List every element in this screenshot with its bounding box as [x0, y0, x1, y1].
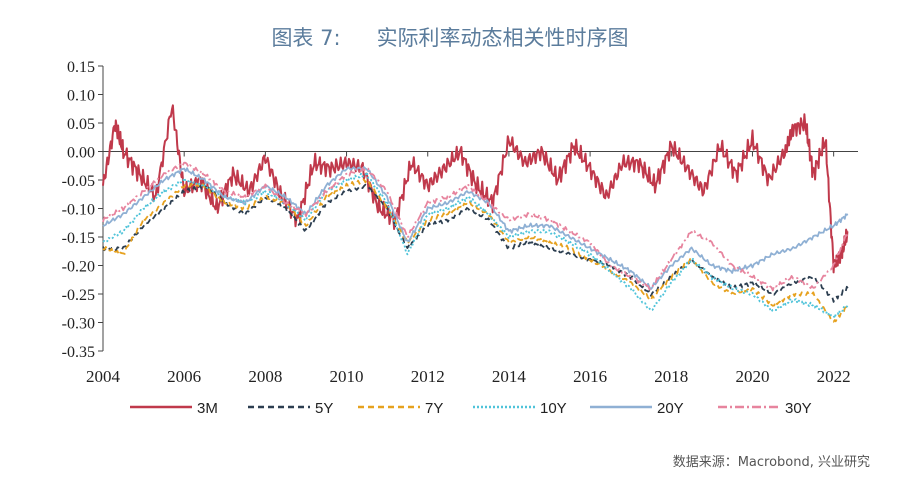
y-tick-label: -0.20: [62, 259, 95, 276]
y-tick-label: 0.05: [67, 116, 95, 133]
y-axis: 0.15 0.10 0.05 0.00 -0.05 -0.10 -0.15 -0.20 -0.2…: [62, 59, 104, 361]
y-tick-label: 0.10: [67, 88, 95, 105]
chart-title-label: 图表 7:: [271, 26, 341, 50]
y-tick-label: -0.25: [62, 287, 95, 304]
legend-label-7y: 7Y: [425, 400, 443, 417]
x-tick-label: 2004: [86, 367, 121, 386]
x-tick-label: 2020: [735, 367, 769, 386]
x-tick-label: 2010: [330, 367, 364, 386]
legend-label-3m: 3M: [197, 400, 218, 417]
x-tick-label: 2022: [817, 367, 851, 386]
y-tick-label: 0.00: [67, 145, 95, 162]
x-tick-label: 2012: [411, 367, 445, 386]
x-tick-label: 2006: [167, 367, 201, 386]
y-tick-label: -0.30: [62, 316, 95, 333]
source-note: 数据来源：Macrobond, 兴业研究: [672, 455, 870, 470]
series-line-30y: [102, 161, 849, 292]
legend-label-20y: 20Y: [657, 400, 684, 417]
series-line-7y: [102, 178, 849, 323]
series-line-5y: [102, 183, 849, 303]
chart-title: 图表 7: 实际利率动态相关性时序图: [0, 22, 900, 52]
chart-title-text: 实际利率动态相关性时序图: [376, 26, 629, 50]
x-axis: 2004 2006 2008 2010 2012 2014 2016 2018 2020 2022: [86, 151, 858, 386]
x-tick-label: 2016: [573, 367, 607, 386]
y-tick-label: -0.05: [62, 173, 95, 190]
legend-label-30y: 30Y: [785, 400, 812, 417]
x-tick-label: 2018: [654, 367, 688, 386]
legend-label-5y: 5Y: [315, 400, 333, 417]
y-tick-label: -0.15: [62, 230, 95, 247]
y-tick-label: -0.10: [62, 202, 95, 219]
series-line-20y: [102, 166, 849, 290]
y-tick-label: 0.15: [67, 59, 95, 76]
series-lines: [102, 104, 849, 323]
x-tick-label: 2008: [248, 367, 282, 386]
series-line-10y: [102, 171, 849, 319]
legend-label-10y: 10Y: [540, 400, 567, 417]
y-tick-label: -0.35: [62, 344, 95, 361]
legend: 3M 5Y 7Y 10Y 20Y 30Y: [130, 400, 812, 417]
x-tick-label: 2014: [492, 367, 527, 386]
